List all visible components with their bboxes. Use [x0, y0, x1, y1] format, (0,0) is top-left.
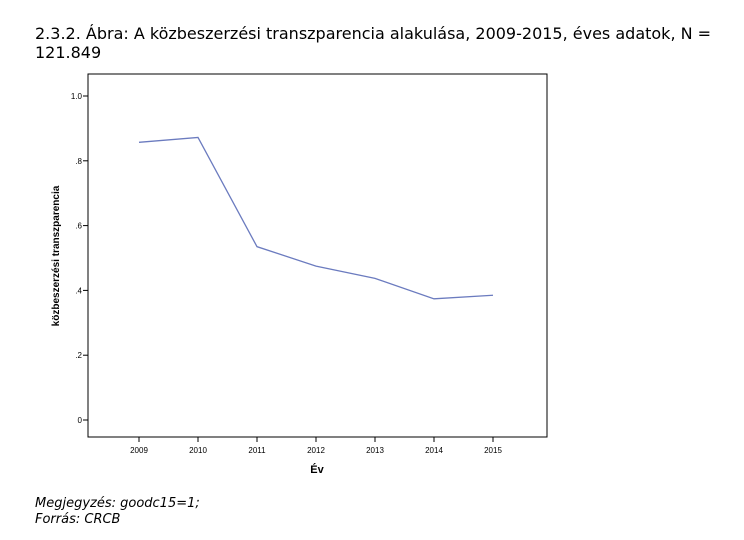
footnote-note: Megjegyzés: goodc15=1; [35, 496, 200, 511]
x-tick-label: 2011 [248, 446, 266, 455]
y-tick-label: .8 [75, 157, 82, 166]
y-axis-label: közbeszerzési transzparencia [51, 185, 62, 326]
x-tick-label: 2010 [189, 446, 207, 455]
x-axis: 2009 2010 2011 2012 2013 2014 2015 [130, 437, 502, 455]
y-tick-label: .4 [75, 286, 82, 295]
y-tick-label: 0 [78, 416, 83, 425]
x-tick-label: 2009 [130, 446, 148, 455]
x-tick-label: 2014 [425, 446, 443, 455]
y-tick-label: .2 [75, 351, 82, 360]
y-axis: 0 .2 .4 .6 .8 1.0 [71, 92, 88, 425]
figure-title: 2.3.2. Ábra: A közbeszerzési transzparen… [35, 24, 712, 62]
y-tick-label: .6 [75, 222, 82, 231]
footnote: Megjegyzés: goodc15=1; Forrás: CRCB [35, 496, 200, 528]
footnote-source: Forrás: CRCB [35, 512, 121, 527]
y-tick-label: 1.0 [71, 92, 83, 101]
x-axis-label: Év [310, 463, 324, 476]
series-line [138, 136, 494, 300]
series-group [138, 136, 494, 300]
plot-frame [87, 73, 548, 438]
x-tick-label: 2012 [307, 446, 325, 455]
x-tick-label: 2013 [366, 446, 384, 455]
x-tick-label: 2015 [484, 446, 502, 455]
